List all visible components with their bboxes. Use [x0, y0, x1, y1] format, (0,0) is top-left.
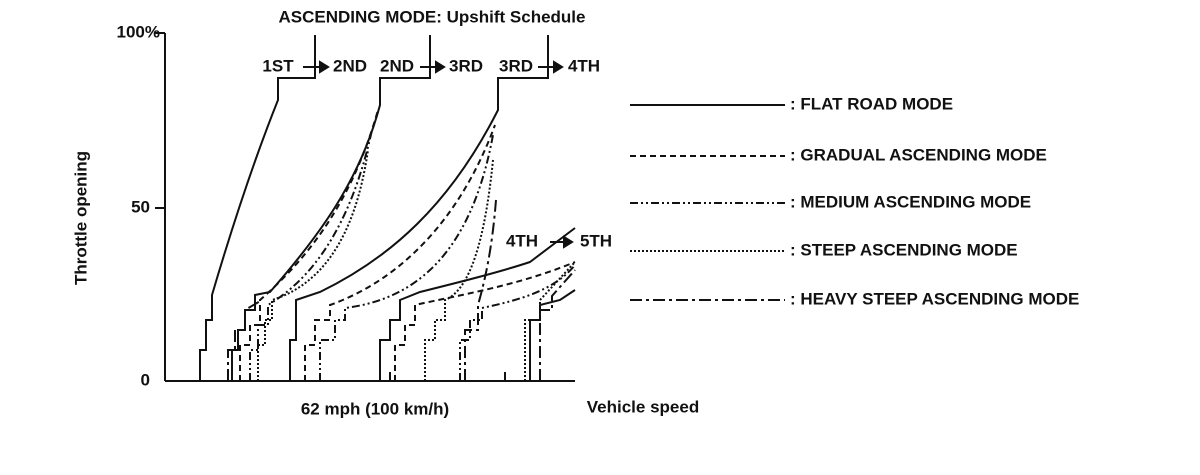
x-axis-label: Vehicle speed	[587, 397, 699, 416]
shift-from: 1ST	[262, 56, 294, 75]
y-tick-label: 100%	[117, 22, 160, 41]
shift-from: 3RD	[499, 56, 533, 75]
shift-to: 2ND	[333, 56, 367, 75]
shift-to: 4TH	[568, 56, 600, 75]
y-axis-label: Throttle opening	[71, 151, 90, 285]
title: ASCENDING MODE: Upshift Schedule	[279, 7, 586, 26]
y-tick-label: 0	[141, 370, 150, 389]
legend-label: : FLAT ROAD MODE	[790, 94, 953, 113]
legend-label: : HEAVY STEEP ASCENDING MODE	[790, 289, 1079, 308]
shift-from: 4TH	[506, 231, 538, 250]
arrows	[303, 60, 574, 249]
shift-from: 2ND	[380, 56, 414, 75]
x-tick-label: 62 mph (100 km/h)	[301, 399, 449, 418]
shift-labels: 1ST 2ND 2ND 3RD 3RD 4TH 4TH 5TH	[262, 56, 612, 250]
axes	[155, 32, 575, 382]
legend-label: : STEEP ASCENDING MODE	[790, 240, 1018, 259]
curves	[199, 35, 576, 381]
legend-label: : GRADUAL ASCENDING MODE	[790, 145, 1047, 164]
shift-to: 5TH	[580, 231, 612, 250]
y-tick-label: 50	[131, 197, 150, 216]
legend: : FLAT ROAD MODE : GRADUAL ASCENDING MOD…	[630, 94, 1079, 308]
shift-to: 3RD	[449, 56, 483, 75]
legend-label: : MEDIUM ASCENDING MODE	[790, 192, 1031, 211]
